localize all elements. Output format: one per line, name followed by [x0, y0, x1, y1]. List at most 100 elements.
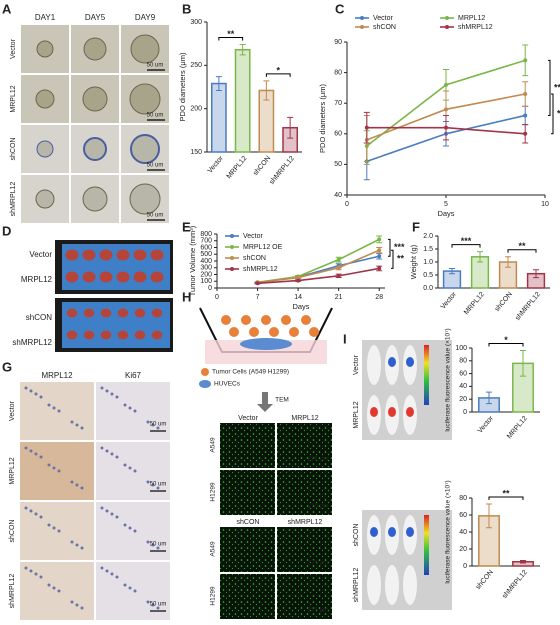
tumor	[99, 249, 113, 261]
nucleus	[52, 586, 56, 590]
nucleus	[146, 600, 150, 604]
data-point	[377, 266, 382, 271]
scale-bar-label: 50 um	[147, 163, 164, 169]
y-tick-label: 60	[459, 370, 467, 377]
scale-bar-label: 275 μm	[308, 561, 328, 567]
x-tick-label: 21	[335, 294, 343, 301]
error-bar	[520, 559, 526, 564]
x-tick-label: MRPL12	[463, 291, 486, 316]
row-label: A549	[210, 437, 217, 453]
tumor	[65, 249, 79, 261]
tumor	[83, 330, 95, 340]
tumor	[66, 330, 78, 340]
tumor	[100, 330, 112, 340]
tumor	[83, 308, 95, 318]
nucleus	[110, 512, 114, 516]
tray	[62, 302, 170, 348]
significance-bracket	[551, 93, 554, 135]
y-tick-label: 400	[200, 258, 212, 265]
tumor	[99, 271, 113, 283]
significance-label: **	[518, 241, 526, 251]
y-tick-label: 90	[334, 39, 342, 46]
nucleus	[80, 546, 84, 550]
legend-label: MRPL12 OE	[243, 244, 283, 251]
scale-bar-label: 275 μm	[308, 504, 328, 510]
x-axis-label: Days	[437, 209, 454, 218]
row-label: shMRPL12	[9, 574, 16, 609]
data-point	[336, 273, 341, 278]
tumor	[66, 308, 78, 318]
nucleus	[156, 486, 160, 490]
nucleus	[75, 603, 79, 607]
y-tick-label: 20	[459, 546, 467, 553]
y-tick-label: 0.0	[423, 285, 433, 292]
row-label: shMRPL12	[10, 182, 17, 217]
nucleus	[57, 589, 61, 593]
bar	[234, 48, 251, 153]
nucleus	[110, 572, 114, 576]
nucleus	[128, 466, 132, 470]
y-tick-label: 200	[200, 271, 212, 278]
if-image	[277, 527, 332, 572]
bioluminescence	[406, 527, 414, 537]
row-label: Vector	[29, 250, 52, 259]
x-tick-label: MRPL12	[506, 415, 529, 440]
x-tick-label: 0	[345, 201, 349, 208]
legend-label: MRPL12	[458, 15, 485, 22]
nucleus	[75, 423, 79, 427]
y-tick-label: 20	[459, 396, 467, 403]
row-label: A549	[210, 541, 217, 557]
y-tick-label: 60	[334, 131, 342, 138]
nucleus	[52, 466, 56, 470]
organoid	[83, 137, 107, 161]
x-tick-label: 10	[541, 201, 549, 208]
significance-bracket	[548, 59, 551, 116]
tumor	[117, 308, 129, 318]
if-image	[220, 574, 275, 619]
x-tick-label: Vector	[440, 290, 459, 310]
y-tick-label: 500	[200, 251, 212, 258]
nucleus	[100, 566, 104, 570]
tumor	[82, 271, 96, 283]
nucleus	[151, 543, 155, 547]
legend-marker	[230, 267, 234, 271]
nucleus	[123, 523, 127, 527]
mouse	[385, 565, 399, 605]
significance-label: **	[554, 82, 560, 92]
significance-bracket	[507, 249, 537, 253]
column-header: MRPL12	[41, 371, 73, 380]
if-image	[220, 423, 275, 468]
error-bar	[477, 251, 483, 263]
nucleus	[47, 523, 51, 527]
nucleus	[115, 575, 119, 579]
data-point	[523, 58, 528, 63]
y-tick-label: 100	[200, 278, 212, 285]
x-tick-label: shMRPL12	[514, 291, 542, 322]
tumor	[65, 271, 79, 283]
mouse	[367, 565, 381, 605]
column-header: DAY9	[135, 13, 156, 22]
organoid	[83, 37, 107, 61]
row-label: shCON	[10, 138, 17, 161]
legend-marker	[230, 234, 234, 238]
data-point	[377, 254, 382, 259]
row-label: MRPL12	[353, 401, 360, 428]
nucleus	[123, 583, 127, 587]
error-bar	[486, 391, 492, 405]
nucleus	[151, 483, 155, 487]
bioluminescence	[370, 527, 378, 537]
nucleus	[151, 603, 155, 607]
nucleus	[128, 586, 132, 590]
nucleus	[128, 406, 132, 410]
color-scale	[424, 345, 429, 405]
column-header: DAY1	[35, 13, 56, 22]
x-axis-label: Days	[292, 302, 309, 311]
organoid	[36, 140, 54, 158]
data-point	[296, 275, 301, 280]
significance-label: *	[557, 108, 560, 118]
if-image	[277, 423, 332, 468]
nucleus	[105, 509, 109, 513]
nucleus	[146, 480, 150, 484]
scale-bar-label: 50 um	[147, 213, 164, 219]
y-tick-label: 80	[334, 69, 342, 76]
